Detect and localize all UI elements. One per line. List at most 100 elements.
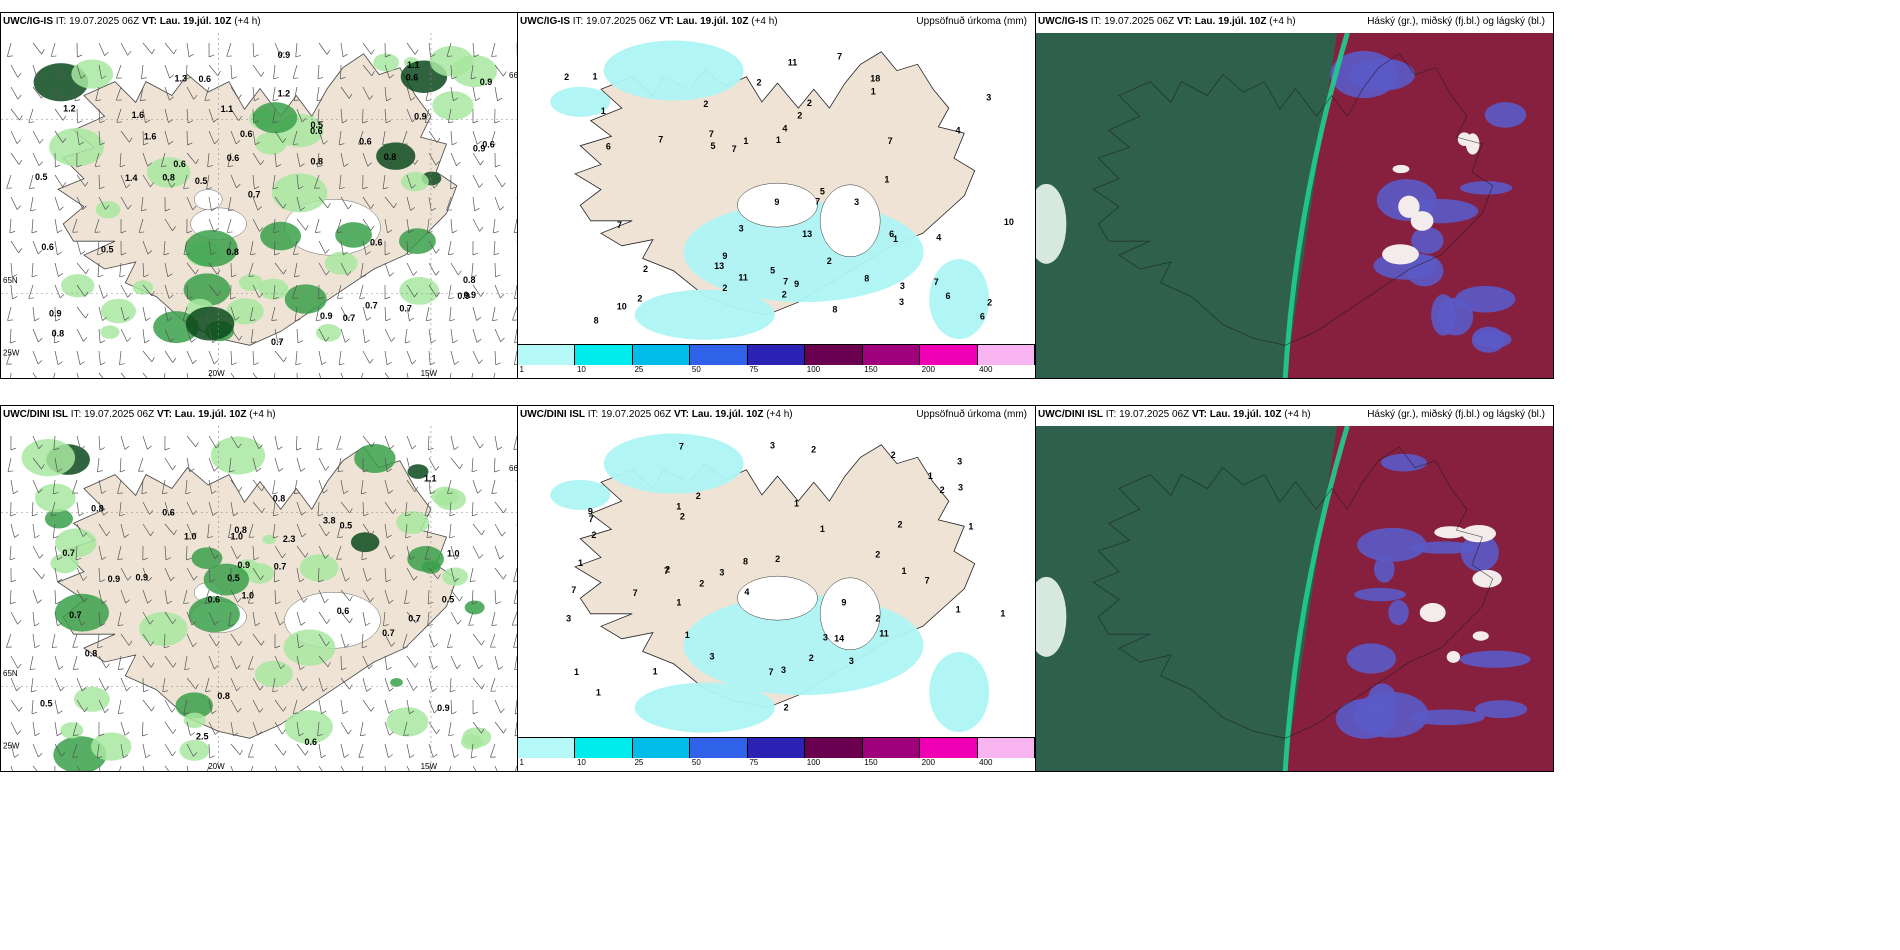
wind-barb [428,130,441,143]
wind-barb [164,130,174,145]
wind-barb [336,545,342,560]
precip-area [21,438,76,477]
accum-value: 2 [643,264,648,274]
wind-barb [450,743,459,758]
wind-barb [448,372,452,378]
wind-barb [98,64,107,80]
wind-barb [252,196,263,211]
wind-barb [9,218,16,234]
wind-barb [230,501,239,517]
wind-barb [450,699,457,715]
wind-barb [340,765,349,771]
wind-barb [406,479,419,492]
wind-barb [228,196,234,212]
wind-barb [208,350,219,365]
wind-barb [120,589,130,604]
wind-barb [164,196,171,212]
wind-barb [98,589,107,604]
wind-barb [450,152,461,167]
accum-value: 3 [849,656,854,666]
wind-barb [494,86,503,102]
wind-barb [76,328,88,342]
low-cloud-area [1354,587,1406,602]
wind-barb [317,721,323,737]
wind-barb [514,328,517,344]
wind-barb [402,130,408,145]
wind-barb [428,567,441,580]
wind-barb [74,86,81,102]
accum-value: 7 [934,277,939,287]
wind-barb [513,435,517,450]
accum-value: 4 [782,123,787,133]
accum-value: 2 [898,519,903,529]
wind-barb [472,218,484,232]
wind-barb [491,372,496,378]
accum-value: 8 [832,305,837,315]
wind-barb [362,435,375,448]
wind-barb [142,350,155,363]
wind-barb [450,86,459,102]
wind-barb [252,611,261,627]
wind-barb [428,152,440,166]
precip-value: 0.5 [101,245,114,255]
wind-barb [230,174,241,189]
wind-barb [384,306,391,322]
legend-swatch [575,738,633,758]
wind-barb [6,174,13,189]
legend-swatch [518,738,576,758]
wind-barb [208,633,220,647]
wind-barb [32,457,45,470]
panel-6: UWC/DINI ISL IT: 19.07.2025 06Z VT: Lau.… [1035,405,1554,772]
wind-barb [50,372,56,378]
legend-swatch [862,738,921,758]
low-cloud-area [1471,326,1506,353]
wind-barb [472,130,482,145]
wind-barb [362,108,368,124]
precip-area [434,488,467,511]
wind-barb [491,611,498,626]
iceland-outline [1092,446,1494,739]
precip-area [252,102,298,134]
wind-barb [184,655,190,671]
wind-barb [32,152,43,166]
wind-barb [50,42,57,57]
wind-barb [98,677,110,691]
wind-barb [10,655,22,669]
wind-barb [405,501,411,517]
wind-barb [226,218,233,233]
panel-5: UWC/DINI ISL IT: 19.07.2025 06Z VT: Lau.… [517,405,1036,772]
wind-barb [273,284,279,300]
wind-barb [230,262,237,278]
precip-value: 1.0 [230,531,243,541]
wind-barb [384,350,392,366]
wind-barb [252,86,260,102]
precip-value: 0.6 [406,73,419,83]
wind-barb [98,611,106,627]
wind-barb [428,677,437,692]
low-cloud-area [1388,600,1409,626]
wind-barb [98,372,108,378]
legend-swatch [977,738,1035,758]
wind-barb [252,152,264,166]
wind-barb [208,479,217,495]
wind-barb [142,589,152,604]
wind-barb [384,196,397,209]
wind-barb [384,262,394,277]
wind-barb [513,589,517,605]
panel-title: UWC/IG-IS IT: 19.07.2025 06Z VT: Lau. 19… [520,16,778,27]
precip-area [462,727,492,748]
wind-barb [204,589,211,604]
precip-area [258,278,289,300]
wind-barb [404,328,411,344]
precip-value: 0.8 [91,504,104,514]
wind-barb [340,589,353,602]
wind-barb [493,240,500,256]
wind-barb [472,284,485,297]
wind-barb [10,479,19,495]
wind-barb [494,262,501,278]
wind-barb [360,721,366,737]
clear-patch [1419,603,1446,623]
wind-barb [428,743,438,758]
wind-barb [142,765,147,771]
wind-barb [32,721,40,737]
